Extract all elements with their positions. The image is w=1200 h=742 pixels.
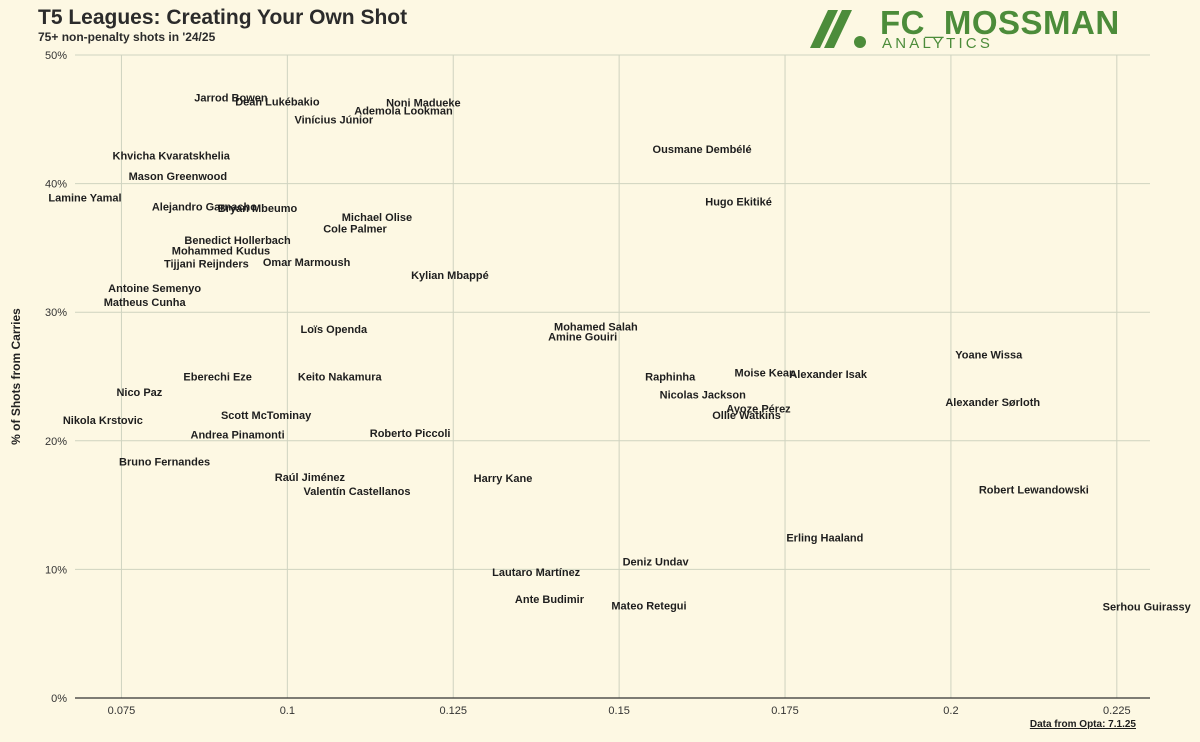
player-label: Harry Kane bbox=[474, 473, 533, 485]
x-tick-label: 0.2 bbox=[943, 705, 958, 717]
data-source-link[interactable]: Data from Opta: 7.1.25 bbox=[1029, 719, 1136, 730]
player-label: Khvicha Kvaratskhelia bbox=[113, 150, 231, 162]
player-label: Scott McTominay bbox=[221, 410, 312, 422]
player-label: Kylian Mbappé bbox=[411, 270, 489, 282]
player-label: Raphinha bbox=[645, 372, 696, 384]
x-tick-label: 0.125 bbox=[439, 705, 467, 717]
x-tick-label: 0.1 bbox=[280, 705, 295, 717]
player-label: Yoane Wissa bbox=[955, 350, 1023, 362]
player-label: Mohamed Salah bbox=[554, 321, 638, 333]
player-label: Mason Greenwood bbox=[129, 171, 227, 183]
player-label: Valentín Castellanos bbox=[304, 486, 411, 498]
player-label: Michael Olise bbox=[342, 212, 412, 224]
player-label: Raúl Jiménez bbox=[275, 472, 346, 484]
player-label: Antoine Semenyo bbox=[108, 283, 201, 295]
player-label: Nicolas Jackson bbox=[660, 390, 746, 402]
x-tick-label: 0.225 bbox=[1103, 705, 1131, 717]
player-label: Ayoze Pérez bbox=[726, 404, 791, 416]
x-tick-label: 0.075 bbox=[108, 705, 136, 717]
player-label: Keito Nakamura bbox=[298, 372, 383, 384]
player-label: Tijjani Reijnders bbox=[164, 258, 249, 270]
player-label: Cole Palmer bbox=[323, 224, 387, 236]
player-label: Ousmane Dembélé bbox=[653, 144, 752, 156]
player-label: Andrea Pinamonti bbox=[191, 429, 285, 441]
player-label: Loïs Openda bbox=[300, 324, 368, 336]
player-label: Mateo Retegui bbox=[611, 600, 686, 612]
player-label: Serhou Guirassy bbox=[1103, 602, 1192, 614]
player-label: Benedict Hollerbach bbox=[184, 235, 291, 247]
player-label: Noni Madueke bbox=[386, 98, 461, 110]
player-label: Bruno Fernandes bbox=[119, 456, 210, 468]
y-tick-label: 30% bbox=[45, 307, 67, 319]
y-tick-label: 20% bbox=[45, 436, 67, 448]
player-label: Jarrod Bowen bbox=[194, 92, 268, 104]
player-label: Roberto Piccoli bbox=[370, 428, 451, 440]
player-label: Ante Budimir bbox=[515, 594, 585, 606]
player-label: Alexander Isak bbox=[789, 369, 868, 381]
player-label: Alexander Sørloth bbox=[945, 397, 1040, 409]
logo-subtitle: ANALYTICS bbox=[882, 35, 994, 52]
y-tick-label: 40% bbox=[45, 179, 67, 191]
player-label: Amine Gouiri bbox=[548, 332, 617, 344]
logo-name: FC_MOSSMAN bbox=[880, 4, 1120, 41]
player-label: Omar Marmoush bbox=[263, 257, 351, 269]
chart-subtitle: 75+ non-penalty shots in '24/25 bbox=[38, 30, 216, 44]
player-label: Nikola Krstovic bbox=[63, 415, 143, 427]
brand-logo: FC_MOSSMAN ANALYTICS bbox=[808, 4, 1148, 52]
logo-mark-icon bbox=[810, 10, 866, 48]
player-label: Eberechi Eze bbox=[183, 372, 251, 384]
player-label: Lamine Yamal bbox=[48, 193, 121, 205]
player-label: Robert Lewandowski bbox=[979, 485, 1089, 497]
player-label: Erling Haaland bbox=[786, 532, 863, 544]
player-label: Vinícius Júnior bbox=[294, 114, 373, 126]
y-tick-label: 10% bbox=[45, 564, 67, 576]
player-label: Ollie Watkins bbox=[712, 410, 781, 422]
player-label: Deniz Undav bbox=[623, 557, 690, 569]
player-label: Nico Paz bbox=[116, 387, 162, 399]
player-label: Lautaro Martínez bbox=[492, 567, 581, 579]
x-tick-label: 0.175 bbox=[771, 705, 799, 717]
y-axis-label: % of Shots from Carries bbox=[9, 308, 23, 445]
player-label: Ademola Lookman bbox=[354, 105, 453, 117]
player-label: Mohammed Kudus bbox=[172, 245, 270, 257]
chart-title: T5 Leagues: Creating Your Own Shot bbox=[38, 6, 408, 29]
player-label: Matheus Cunha bbox=[104, 297, 187, 309]
y-tick-label: 50% bbox=[45, 50, 67, 62]
player-label: Bryan Mbeumo bbox=[218, 203, 298, 215]
player-label: Alejandro Garnacho bbox=[152, 202, 257, 214]
player-label: Moise Kean bbox=[735, 368, 796, 380]
player-label: Hugo Ekitiké bbox=[705, 197, 772, 209]
x-tick-label: 0.15 bbox=[608, 705, 629, 717]
player-label: Dean Lukébakio bbox=[235, 96, 320, 108]
y-tick-label: 0% bbox=[51, 693, 67, 705]
